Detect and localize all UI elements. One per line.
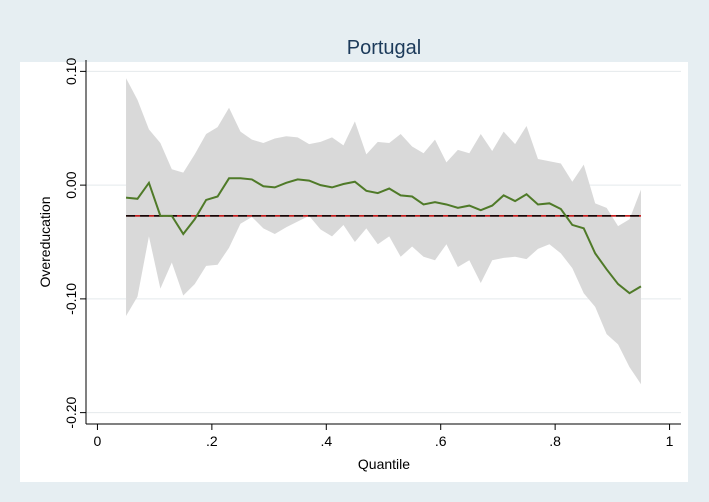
y-tick-label: -0.20 <box>63 396 79 428</box>
y-tick-label: 0.00 <box>63 171 79 198</box>
x-tick-label: .2 <box>206 433 218 449</box>
confidence-band <box>126 78 641 385</box>
y-axis-label: Overeducation <box>37 196 53 287</box>
series-line <box>125 177 642 295</box>
x-axis-label: Quantile <box>358 456 410 472</box>
x-tick-label: .4 <box>320 433 332 449</box>
y-tick-label: -0.10 <box>63 283 79 315</box>
chart-title: Portugal <box>347 37 422 59</box>
y-tick-label: 0.10 <box>63 58 79 85</box>
x-tick-label: .6 <box>435 433 447 449</box>
x-tick-label: 0 <box>94 433 102 449</box>
x-tick-label: .8 <box>549 433 561 449</box>
x-tick-label: 1 <box>666 433 674 449</box>
